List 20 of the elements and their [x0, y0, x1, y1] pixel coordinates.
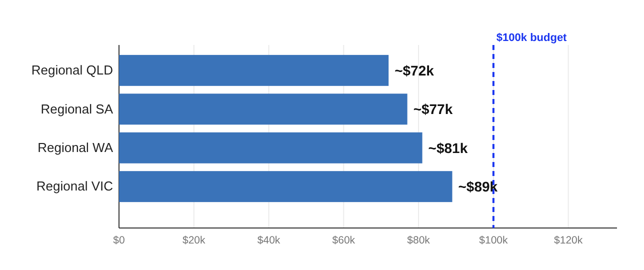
bar [119, 94, 408, 125]
x-tick-label: $80k [407, 234, 431, 246]
ref-line-label: $100k budget [496, 32, 568, 44]
bar [119, 132, 422, 164]
x-tick-label: $40k [257, 234, 281, 246]
data-label: ~$89k [458, 178, 498, 194]
x-tick-label: $120k [554, 234, 584, 246]
data-label: ~$81k [428, 140, 468, 156]
y-tick-label: Regional QLD [31, 62, 113, 78]
x-tick-label: $60k [332, 234, 356, 246]
y-tick-label: Regional VIC [36, 178, 113, 194]
y-tick-label: Regional WA [38, 140, 114, 156]
bar [119, 171, 452, 202]
data-label: ~$72k [394, 62, 434, 78]
x-tick-label: $0 [113, 234, 125, 246]
x-tick-label: $100k [479, 234, 508, 246]
data-label: ~$77k [413, 101, 453, 118]
bar [119, 54, 389, 86]
y-tick-label: Regional SA [40, 101, 114, 116]
x-tick-label: $20k [182, 234, 206, 246]
